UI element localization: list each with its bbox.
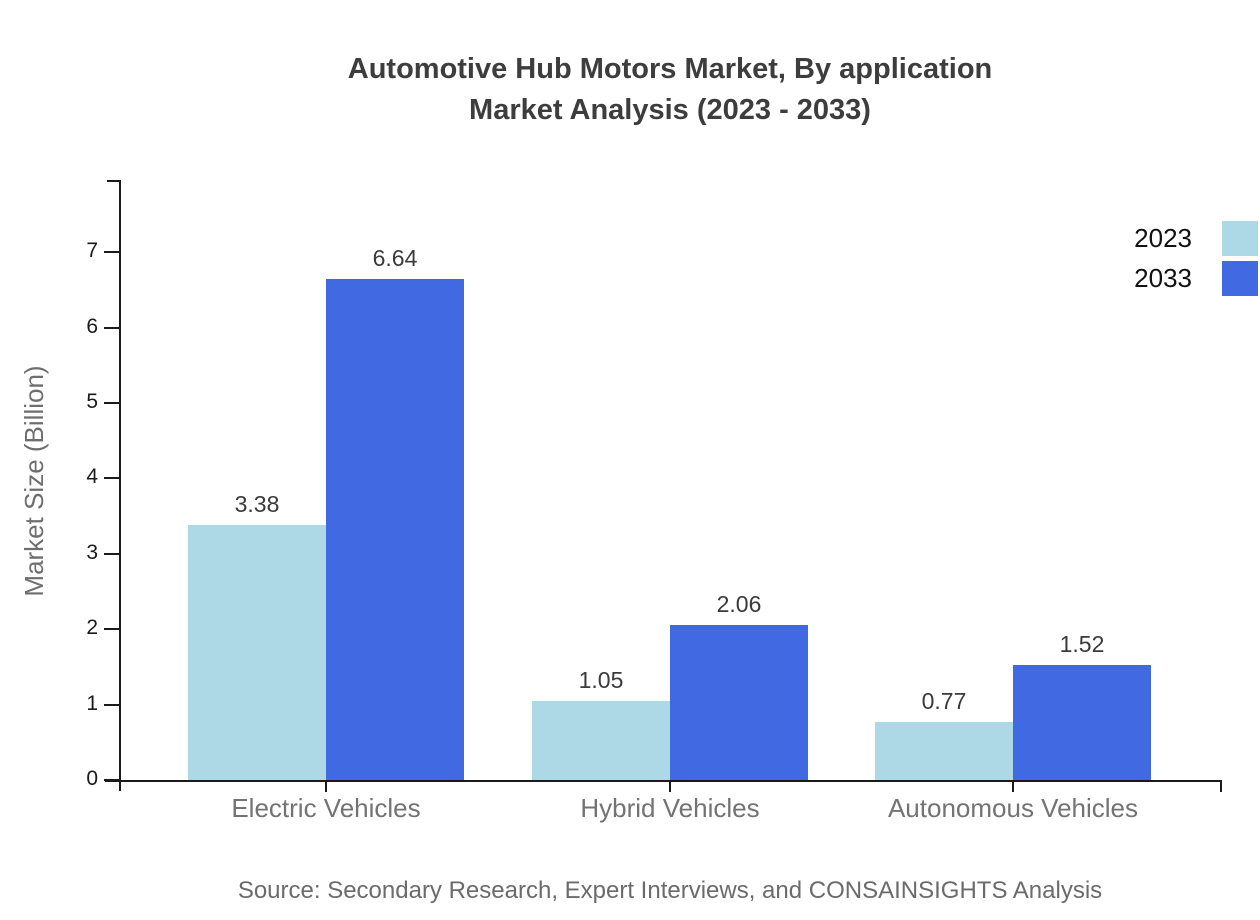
y-axis-tick-label-0: 0 <box>86 767 98 790</box>
legend-label-2023: 2023 <box>1134 222 1192 253</box>
category-label-hybrid-vehicles: Hybrid Vehicles <box>580 793 760 823</box>
legend-item-2023: 2023 <box>1134 218 1258 258</box>
category-label-electric-vehicles: Electric Vehicles <box>231 793 421 823</box>
x-axis-line <box>105 780 1222 782</box>
y-axis-tick-label-2: 2 <box>86 616 98 640</box>
y-axis-tick-label-3: 3 <box>86 540 98 564</box>
x-axis-end-cap <box>1220 780 1222 792</box>
bar-2033-electric-vehicles <box>326 279 464 780</box>
y-axis-tick-label-6: 6 <box>86 314 98 338</box>
legend-swatch-2033 <box>1222 260 1258 296</box>
y-axis-tick-label-4: 4 <box>86 465 98 489</box>
y-axis-tick-6 <box>104 326 120 329</box>
y-axis-tick-label-1: 1 <box>86 691 98 715</box>
legend: 2023 2033 <box>1134 218 1258 298</box>
y-axis-end-cap <box>107 180 120 182</box>
bar-2033-autonomous-vehicles <box>1013 665 1151 780</box>
category-label-autonomous-vehicles: Autonomous Vehicles <box>887 793 1139 823</box>
y-axis-tick-7 <box>104 251 120 254</box>
source-note: Source: Secondary Research, Expert Inter… <box>237 877 1103 904</box>
x-axis-tick-autonomous-vehicles <box>1012 782 1014 792</box>
bar-2023-autonomous-vehicles <box>875 722 1013 780</box>
y-axis-tick-label-5: 5 <box>86 390 98 413</box>
value-label-2033-electric-vehicles: 6.64 <box>372 245 418 271</box>
value-label-2033-autonomous-vehicles: 1.52 <box>1059 631 1105 657</box>
y-axis-tick-4 <box>104 477 120 480</box>
y-axis-tick-0 <box>104 779 120 781</box>
value-label-2023-electric-vehicles: 3.38 <box>234 491 280 517</box>
chart-title-line2: Market Analysis (2023 - 2033) <box>469 94 871 126</box>
y-axis-tick-1 <box>104 703 120 706</box>
y-axis-tick-5 <box>104 402 120 404</box>
value-label-2023-hybrid-vehicles: 1.05 <box>578 667 624 693</box>
y-axis-tick-2 <box>104 628 120 631</box>
value-label-2033-hybrid-vehicles: 2.06 <box>716 591 762 617</box>
x-axis-tick-electric-vehicles <box>325 782 327 792</box>
bar-2023-hybrid-vehicles <box>532 701 670 780</box>
y-axis-tick-label-7: 7 <box>86 239 98 263</box>
legend-item-2033: 2033 <box>1134 258 1258 298</box>
legend-swatch-2023 <box>1222 220 1258 256</box>
chart-title: Automotive Hub Motors Market, By applica… <box>80 49 1260 131</box>
value-label-2023-autonomous-vehicles: 0.77 <box>921 688 967 714</box>
bar-2033-hybrid-vehicles <box>670 625 808 780</box>
legend-label-2033: 2033 <box>1134 262 1192 293</box>
x-axis-tick-hybrid-vehicles <box>669 782 671 792</box>
chart-title-line1: Automotive Hub Motors Market, By applica… <box>347 53 993 85</box>
y-axis-tick-3 <box>104 552 120 555</box>
y-axis-line <box>119 180 121 791</box>
bar-2023-electric-vehicles <box>188 525 326 780</box>
